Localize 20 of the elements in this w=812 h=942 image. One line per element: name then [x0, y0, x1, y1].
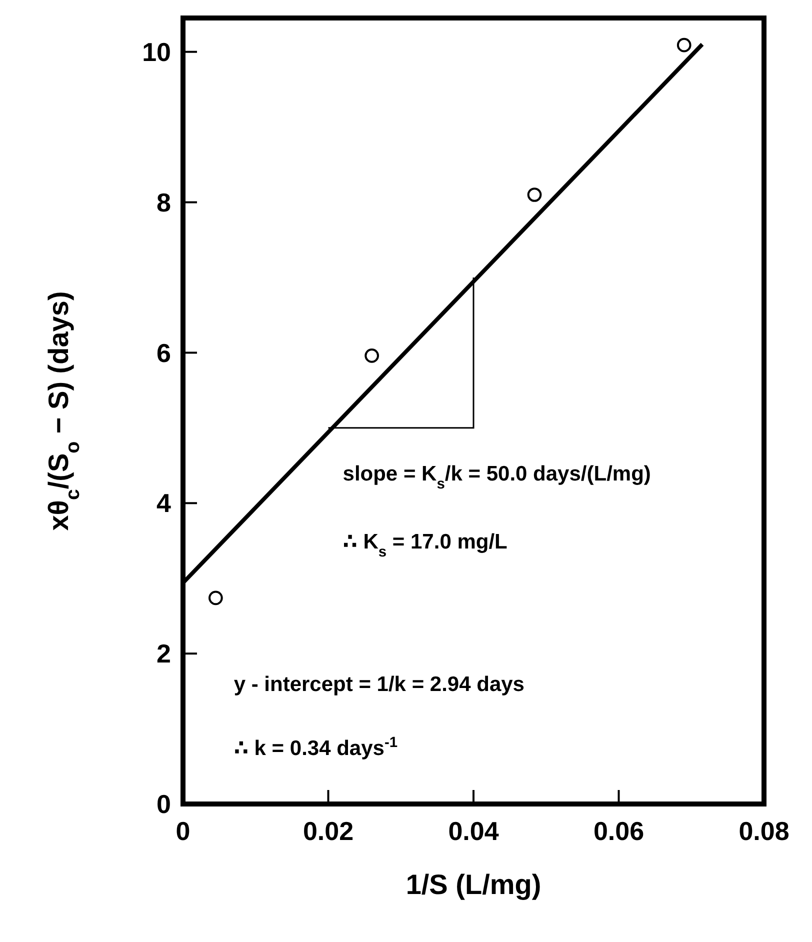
- x-tick-label: 0.02: [302, 816, 354, 846]
- annotation: y - intercept = 1/k = 2.94 days: [234, 673, 525, 696]
- annotation: ∴ k = 0.34 days$^{-1}$: [234, 735, 398, 760]
- point: [676, 38, 692, 52]
- point: [364, 348, 380, 363]
- y-tick-label: 8: [156, 187, 171, 218]
- x-tick-label: 0.04: [448, 816, 500, 846]
- x-tick-label: 0.08: [738, 816, 790, 846]
- y-tick-label: 6: [156, 338, 171, 368]
- y-tick-label: 0: [156, 789, 171, 820]
- point: [527, 188, 542, 202]
- point: [208, 590, 223, 606]
- annotation: ∴ K$_{s}$ = 17.0 mg/L: [342, 530, 508, 560]
- x-tick-label: 0.06: [593, 816, 644, 846]
- x-tick-label: 0: [176, 816, 190, 846]
- annotation: slope = K$_{s}$/k = 50.0 days/(L/mg): [342, 462, 651, 493]
- y-tick-label: 2: [156, 638, 171, 669]
- y-tick-label: 4: [156, 488, 172, 518]
- x-axis-title: 1/S (L/mg): [406, 869, 542, 900]
- y-tick-label: 10: [142, 36, 171, 67]
